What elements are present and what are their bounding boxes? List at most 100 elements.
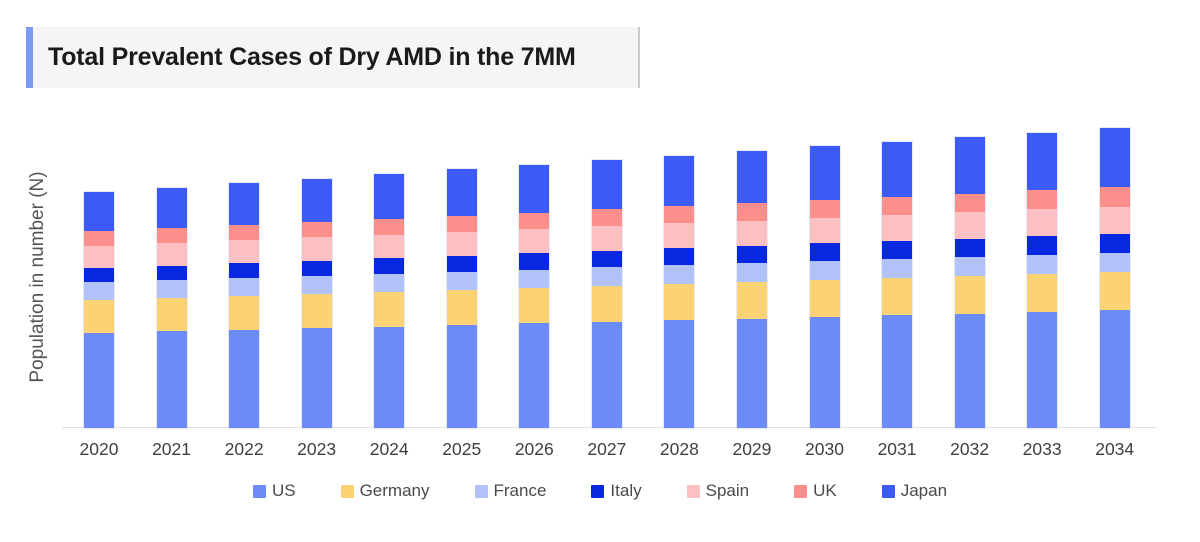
bar-segment-germany[interactable] (1099, 272, 1130, 311)
bar-segment-germany[interactable] (591, 286, 622, 322)
bar-column-2031[interactable] (881, 140, 914, 430)
bar-segment-uk[interactable] (229, 225, 260, 241)
legend-item-spain[interactable]: Spain (686, 481, 749, 501)
legend-item-france[interactable]: France (474, 481, 546, 501)
bar-segment-france[interactable] (1099, 252, 1130, 273)
bar-segment-italy[interactable] (882, 240, 913, 259)
bar-segment-germany[interactable] (809, 280, 840, 317)
bar-segment-spain[interactable] (664, 223, 695, 249)
bar-segment-germany[interactable] (664, 284, 695, 321)
bar-column-2032[interactable] (953, 136, 986, 429)
bar-segment-france[interactable] (301, 276, 332, 294)
bar-segment-japan[interactable] (1027, 132, 1058, 191)
bar-segment-us[interactable] (374, 326, 405, 428)
bar-segment-us[interactable] (882, 315, 913, 428)
bar-segment-italy[interactable] (519, 253, 550, 270)
bar-segment-germany[interactable] (84, 299, 114, 333)
bar-segment-italy[interactable] (664, 248, 695, 266)
bar-segment-france[interactable] (954, 256, 985, 277)
bar-segment-uk[interactable] (374, 218, 405, 235)
bar-segment-spain[interactable] (156, 243, 187, 266)
bar-segment-france[interactable] (1027, 254, 1058, 275)
bar-segment-spain[interactable] (84, 245, 114, 269)
bar-column-2024[interactable] (373, 173, 406, 429)
bar-segment-spain[interactable] (736, 220, 767, 246)
bar-column-2029[interactable] (735, 150, 768, 429)
bar-segment-us[interactable] (156, 331, 187, 428)
bar-segment-japan[interactable] (882, 141, 913, 197)
bar-segment-germany[interactable] (736, 282, 767, 319)
bar-segment-us[interactable] (1099, 310, 1130, 428)
bar-segment-france[interactable] (736, 263, 767, 283)
bar-segment-italy[interactable] (1027, 235, 1058, 255)
bar-segment-japan[interactable] (591, 160, 622, 210)
bar-segment-italy[interactable] (229, 263, 260, 279)
bar-segment-france[interactable] (809, 261, 840, 281)
bar-segment-japan[interactable] (954, 137, 985, 194)
bar-segment-uk[interactable] (301, 222, 332, 238)
bar-column-2025[interactable] (445, 168, 478, 429)
bar-segment-us[interactable] (446, 324, 477, 428)
bar-segment-japan[interactable] (84, 192, 114, 232)
bar-segment-france[interactable] (84, 282, 114, 300)
bar-segment-us[interactable] (519, 323, 550, 428)
bar-segment-germany[interactable] (229, 295, 260, 330)
bar-segment-germany[interactable] (519, 288, 550, 324)
bar-segment-us[interactable] (591, 321, 622, 428)
legend-item-italy[interactable]: Italy (591, 481, 642, 501)
bar-segment-japan[interactable] (156, 187, 187, 229)
bar-column-2034[interactable] (1098, 127, 1131, 429)
bar-segment-italy[interactable] (591, 250, 622, 268)
bar-segment-uk[interactable] (519, 212, 550, 229)
bar-segment-spain[interactable] (1099, 206, 1130, 234)
bar-column-2023[interactable] (300, 177, 333, 430)
bar-segment-spain[interactable] (954, 212, 985, 239)
bar-segment-spain[interactable] (809, 217, 840, 244)
bar-segment-us[interactable] (664, 320, 695, 428)
bar-segment-uk[interactable] (882, 196, 913, 215)
bar-segment-italy[interactable] (736, 245, 767, 264)
bar-column-2033[interactable] (1026, 131, 1059, 430)
bar-segment-uk[interactable] (1027, 190, 1058, 210)
bar-segment-france[interactable] (882, 258, 913, 279)
bar-segment-uk[interactable] (1099, 187, 1130, 207)
bar-segment-germany[interactable] (156, 297, 187, 332)
bar-column-2030[interactable] (808, 145, 841, 429)
bar-segment-us[interactable] (301, 328, 332, 428)
bar-column-2026[interactable] (518, 163, 551, 430)
bar-segment-uk[interactable] (156, 228, 187, 244)
bar-segment-italy[interactable] (301, 260, 332, 277)
bar-segment-spain[interactable] (591, 225, 622, 251)
bar-segment-spain[interactable] (446, 231, 477, 256)
bar-column-2027[interactable] (590, 159, 623, 429)
bar-segment-uk[interactable] (591, 209, 622, 226)
bar-segment-germany[interactable] (446, 289, 477, 325)
bar-segment-italy[interactable] (809, 243, 840, 262)
bar-column-2022[interactable] (228, 182, 261, 429)
legend-item-japan[interactable]: Japan (881, 481, 947, 501)
legend-item-us[interactable]: US (252, 481, 296, 501)
bar-segment-us[interactable] (229, 329, 260, 428)
bar-segment-spain[interactable] (374, 234, 405, 259)
bar-segment-italy[interactable] (1099, 233, 1130, 253)
bar-segment-japan[interactable] (736, 151, 767, 204)
bar-segment-japan[interactable] (1099, 128, 1130, 188)
bar-segment-japan[interactable] (519, 164, 550, 213)
bar-segment-japan[interactable] (809, 146, 840, 200)
bar-segment-italy[interactable] (954, 238, 985, 257)
bar-segment-italy[interactable] (446, 255, 477, 272)
bar-segment-italy[interactable] (156, 265, 187, 281)
bar-segment-us[interactable] (954, 313, 985, 428)
bar-segment-us[interactable] (84, 333, 114, 428)
bar-segment-japan[interactable] (374, 174, 405, 219)
bar-segment-france[interactable] (374, 273, 405, 292)
bar-segment-germany[interactable] (882, 278, 913, 316)
bar-segment-italy[interactable] (374, 258, 405, 274)
bar-segment-us[interactable] (1027, 312, 1058, 428)
bar-segment-germany[interactable] (301, 293, 332, 329)
bar-segment-germany[interactable] (374, 291, 405, 327)
bar-segment-japan[interactable] (446, 169, 477, 216)
bar-segment-france[interactable] (519, 269, 550, 289)
bar-segment-france[interactable] (664, 265, 695, 285)
bar-segment-spain[interactable] (882, 214, 913, 241)
